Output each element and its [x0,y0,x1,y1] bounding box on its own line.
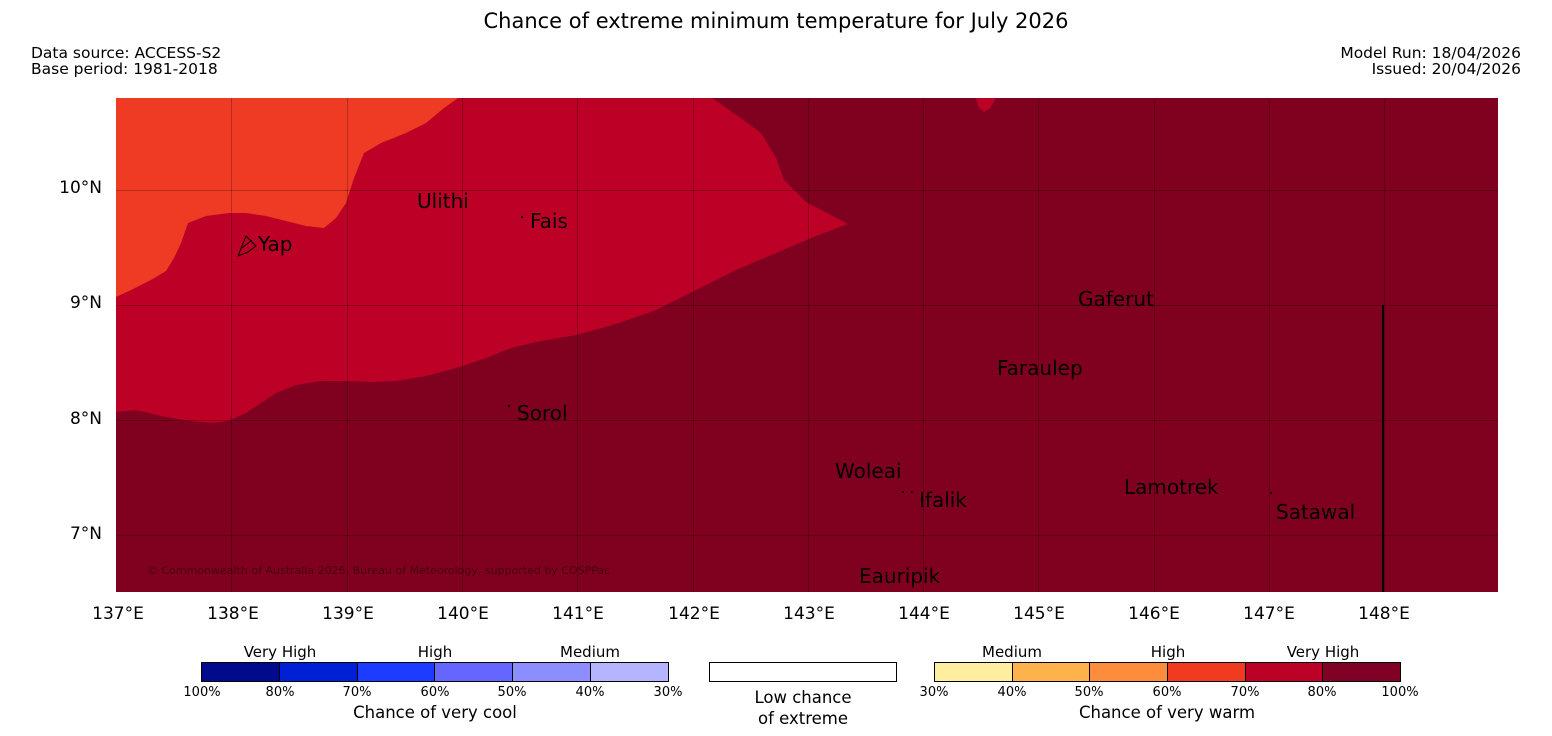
place-yap: Yap [257,232,292,256]
cool-category-medium: Medium [560,643,620,661]
warm-tick-50: 50% [1074,685,1104,700]
model-run-text: Model Run: 18/04/2026 [1340,44,1521,62]
place-eauripik: Eauripik [859,564,941,588]
lon-label-143e: 143°E [783,604,835,624]
cool-swatch-60-50 [434,663,513,681]
satawal-island-marker [1270,492,1272,494]
very-high-warm-notch [976,98,996,112]
medium-high-warm-region [116,98,458,297]
cool-swatch-50-40 [512,663,591,681]
warm-colorbar [934,662,1401,682]
warm-swatch-70-80 [1244,663,1323,681]
warm-category-high: High [1150,643,1186,661]
warm-swatch-30-40 [935,663,1012,681]
cool-tick-80: 80% [265,685,295,700]
cool-tick-100: 100% [183,685,221,700]
woleai-island-marker [902,491,904,493]
place-satawal: Satawal [1276,500,1355,524]
cool-caption: Chance of very cool [353,703,517,722]
neutral-caption-line2: of extreme [757,709,849,728]
fais-island-marker [520,215,524,219]
lon-label-141e: 141°E [552,604,604,624]
warm-tick-30: 30% [919,685,949,700]
warm-swatch-40-50 [1011,663,1090,681]
lon-label-147e: 147°E [1243,604,1295,624]
warm-tick-70: 70% [1230,685,1260,700]
lat-label-9n: 9°N [69,293,102,313]
lon-label-145e: 145°E [1013,604,1065,624]
cool-tick-70: 70% [342,685,372,700]
cool-swatch-80-70 [278,663,357,681]
place-fais: Fais [530,209,568,233]
warm-tick-60: 60% [1152,685,1182,700]
chart-title: Chance of extreme minimum temperature fo… [483,9,1069,33]
map-gridlines [116,98,1498,592]
data-source-info: Data source: ACCESS-S2 Base period: 1981… [31,45,221,77]
warm-tick-80: 80% [1307,685,1337,700]
lon-label-140e: 140°E [437,604,489,624]
yap-island-outline [237,235,257,257]
place-woleai: Woleai [835,459,902,483]
neutral-swatch [709,662,897,682]
warm-tick-100: 100% [1381,685,1419,700]
cool-swatch-100-80 [202,663,279,681]
cool-category-very-high: Very High [243,643,317,661]
place-ifalik: Ifalik [919,488,967,512]
place-faraulep: Faraulep [997,356,1083,380]
lon-label-139e: 139°E [322,604,374,624]
lat-label-8n: 8°N [69,409,102,429]
copyright-notice: © Commonwealth of Australia 2026, Bureau… [147,564,610,577]
warm-category-very-high: Very High [1286,643,1360,661]
cool-tick-60: 60% [420,685,450,700]
cool-tick-40: 40% [575,685,605,700]
lon-label-148e: 148°E [1358,604,1410,624]
lon-label-142e: 142°E [668,604,720,624]
place-ulithi: Ulithi [417,189,469,213]
warm-category-medium: Medium [982,643,1042,661]
cool-tick-50: 50% [497,685,527,700]
base-period-text: Base period: 1981-2018 [31,60,218,78]
neutral-caption-line1: Low chance [754,688,852,707]
warm-caption: Chance of very warm [1078,703,1256,722]
lon-label-146e: 146°E [1128,604,1180,624]
warm-swatch-50-60 [1089,663,1168,681]
lat-label-10n: 10°N [59,178,102,198]
warm-swatch-80-100 [1322,663,1401,681]
issued-text: Issued: 20/04/2026 [1371,60,1521,78]
lat-label-7n: 7°N [69,524,102,544]
lon-label-138e: 138°E [207,604,259,624]
cool-colorbar [201,662,669,682]
cool-swatch-40-30 [590,663,668,681]
cool-tick-30: 30% [653,685,683,700]
model-run-info: Model Run: 18/04/2026 Issued: 20/04/2026 [1340,45,1521,77]
cool-category-high: High [417,643,453,661]
warm-tick-40: 40% [997,685,1027,700]
ifalik-island-marker [911,491,913,493]
place-lamotrek: Lamotrek [1124,475,1219,499]
place-gaferut: Gaferut [1078,287,1154,311]
forecast-map: Yap Ulithi Fais Gaferut Faraulep Sorol W… [116,98,1498,592]
data-source-text: Data source: ACCESS-S2 [31,44,222,62]
lon-label-144e: 144°E [898,604,950,624]
cool-swatch-70-60 [356,663,435,681]
warm-swatch-60-70 [1167,663,1245,681]
lon-label-137e: 137°E [92,604,144,624]
place-sorol: Sorol [517,401,568,425]
sorol-island-marker [507,404,511,408]
